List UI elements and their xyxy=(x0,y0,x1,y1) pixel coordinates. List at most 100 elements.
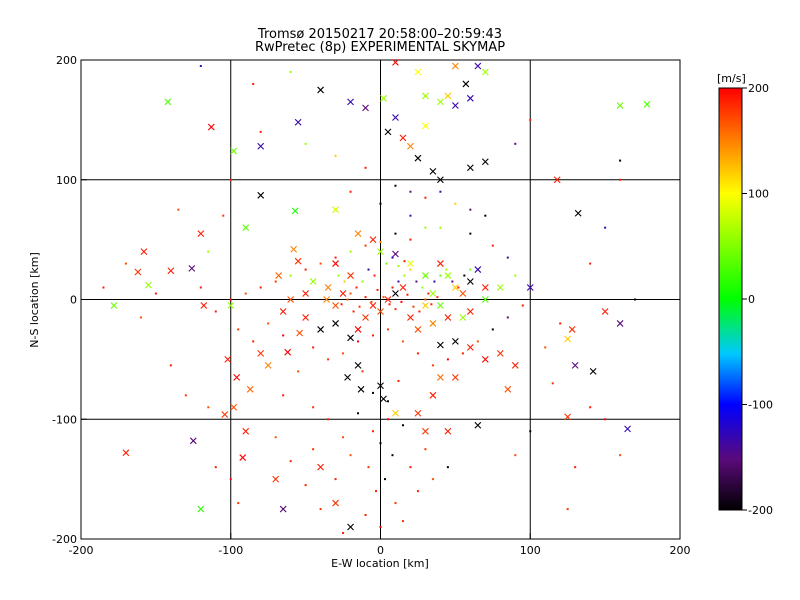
data-point-dot xyxy=(566,508,569,511)
data-point-dot xyxy=(416,490,419,493)
data-point-x xyxy=(294,257,302,265)
data-point-x xyxy=(221,411,229,418)
chart-title: Tromsø 20150217 20:58:00–20:59:43 xyxy=(257,27,502,42)
data-point-x xyxy=(624,425,631,433)
data-point-dot xyxy=(484,214,487,217)
data-point-x xyxy=(357,385,365,393)
data-point-x xyxy=(437,176,444,184)
data-point-x xyxy=(414,326,422,333)
data-point-x xyxy=(302,314,310,321)
data-point-x xyxy=(451,284,459,291)
data-point-x xyxy=(392,409,399,417)
data-point-x xyxy=(347,98,354,106)
x-axis-label: E-W location [km] xyxy=(331,557,429,570)
data-point-x xyxy=(481,158,489,166)
data-point-x xyxy=(302,290,310,297)
data-point-x xyxy=(140,248,148,255)
data-point-x xyxy=(496,349,504,357)
data-point-dot xyxy=(327,358,330,361)
data-point-x xyxy=(242,224,250,232)
data-point-x xyxy=(110,302,118,309)
data-point-dot xyxy=(427,292,430,295)
data-point-dot xyxy=(355,286,358,289)
data-point-dot xyxy=(207,406,210,409)
data-point-dot xyxy=(229,298,232,301)
data-point-dot xyxy=(364,244,367,247)
data-point-dot xyxy=(391,256,394,259)
data-point-dot xyxy=(372,334,375,337)
data-point-x xyxy=(568,326,576,333)
colorbar-tick-label: 0 xyxy=(748,293,755,306)
data-point-dot xyxy=(463,274,466,277)
data-point-x xyxy=(227,302,235,309)
data-point-dot xyxy=(154,292,157,295)
data-point-x xyxy=(279,505,287,513)
colorbar-tick-label: 100 xyxy=(748,188,769,201)
data-point-dot xyxy=(312,346,315,349)
data-point-x xyxy=(377,248,384,255)
plot-area: -200 -100 0 100 200 -200 -100 0 100 200 xyxy=(52,54,690,557)
data-point-dot xyxy=(619,159,622,162)
data-point-dot xyxy=(379,202,382,205)
data-point-x xyxy=(414,409,422,417)
data-point-x xyxy=(429,290,437,297)
data-point-x xyxy=(332,260,339,267)
data-point-dot xyxy=(445,268,448,271)
chart-subtitle: RwPretec (8p) EXPERIMENTAL SKYMAP xyxy=(255,40,505,55)
data-point-x xyxy=(380,395,387,403)
data-point-dot xyxy=(401,340,404,343)
data-point-dot xyxy=(394,184,397,187)
data-point-x xyxy=(466,164,474,172)
data-point-x xyxy=(481,355,489,363)
data-point-x xyxy=(339,290,347,297)
data-point-dot xyxy=(334,478,337,481)
data-point-x xyxy=(643,100,651,108)
data-point-x xyxy=(481,284,489,291)
data-point-dot xyxy=(433,280,436,283)
data-point-dot xyxy=(457,286,460,289)
data-point-dot xyxy=(364,296,367,299)
x-tick-label: 100 xyxy=(520,544,541,557)
colorbar-tick-label: -100 xyxy=(748,399,773,412)
data-point-dot xyxy=(358,305,361,308)
data-point-x xyxy=(429,391,437,399)
data-point-dot xyxy=(289,460,292,463)
y-tick-label: 100 xyxy=(56,174,77,187)
y-axis-label: N-S location [km] xyxy=(28,252,41,348)
data-point-x xyxy=(429,167,437,175)
data-point-x xyxy=(399,134,407,142)
x-tick-label: -200 xyxy=(69,544,94,557)
data-point-x xyxy=(332,302,339,309)
data-point-dot xyxy=(342,352,345,355)
data-point-x xyxy=(377,382,384,390)
data-point-x xyxy=(553,176,561,184)
data-point-x xyxy=(134,268,142,276)
data-point-dot xyxy=(394,232,397,235)
data-point-x xyxy=(444,314,452,321)
data-point-x xyxy=(200,302,208,309)
data-point-dot xyxy=(364,166,367,169)
data-point-dot xyxy=(506,316,509,319)
data-point-x xyxy=(474,62,482,70)
data-point-x xyxy=(437,260,444,267)
data-point-x xyxy=(296,329,304,337)
data-point-x xyxy=(287,296,295,303)
data-point-x xyxy=(369,236,377,244)
data-point-x xyxy=(466,278,474,285)
data-point-dot xyxy=(506,256,509,259)
data-point-x xyxy=(242,427,250,435)
data-point-dot xyxy=(207,250,210,253)
data-point-dot xyxy=(619,178,622,181)
data-point-dot xyxy=(529,430,532,433)
data-point-dot xyxy=(349,454,352,457)
data-point-dot xyxy=(394,308,397,311)
data-point-x xyxy=(332,320,339,327)
data-point-x xyxy=(444,427,452,435)
data-point-x xyxy=(239,454,247,461)
data-point-dot xyxy=(388,303,391,306)
data-point-x xyxy=(451,338,459,345)
data-point-x xyxy=(616,102,624,109)
data-point-x xyxy=(451,102,459,109)
data-point-dot xyxy=(446,358,449,361)
data-point-dot xyxy=(424,196,427,199)
